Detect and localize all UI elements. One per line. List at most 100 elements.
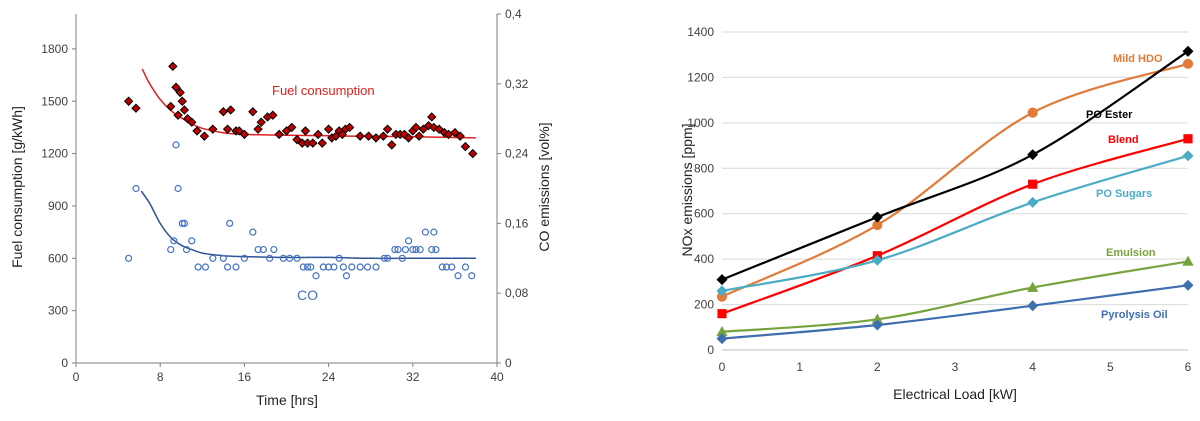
point-po-ester (716, 274, 728, 286)
chart-right-ylabel: NOx emissions [ppm] (679, 123, 695, 256)
x-tick-label: 4 (1029, 360, 1036, 374)
point-po-sugars (871, 254, 883, 266)
fuel-consumption-point (411, 122, 421, 133)
fuel-consumption-point (418, 124, 429, 134)
co-point (178, 219, 186, 227)
co-point (249, 228, 257, 236)
co-point (307, 263, 315, 271)
fuel-consumption-point (403, 133, 414, 143)
fuel-consumption-point (173, 110, 183, 120)
fuel-consumption-point (166, 101, 176, 112)
series-line-pyrolysis-oil (721, 284, 1189, 340)
fuel-consumption-point (292, 134, 302, 145)
fuel-co-chart: Time [hrs] Fuel consumption [g/kWh] CO e… (9, 7, 552, 408)
fuel-consumption-point (274, 129, 284, 140)
fuel-consumption-point (313, 129, 323, 140)
co-point (254, 245, 262, 254)
x-tick-label: 16 (238, 370, 252, 384)
series-label-emulsion: Emulsion (1106, 247, 1156, 259)
series-line-blend (721, 137, 1189, 315)
co-point (461, 263, 470, 271)
x-tick-label: 40 (490, 370, 504, 384)
co-point (312, 272, 320, 280)
y-tick-label: 1000 (687, 116, 714, 130)
x-tick-label: 6 (1185, 360, 1192, 374)
y-left-tick-label: 1500 (41, 94, 68, 108)
fuel-consumption-point (450, 127, 460, 138)
fuel-consumption-point (222, 124, 233, 134)
co-point (394, 245, 402, 254)
co-point (188, 237, 196, 245)
co-point (167, 245, 175, 254)
co-point (223, 263, 232, 271)
fuel-consumption-point (414, 131, 424, 141)
fuel-consumption-point (460, 141, 471, 152)
co-point (468, 272, 476, 280)
fuel-consumption-point (455, 131, 465, 141)
co-point (330, 263, 338, 271)
y-tick-label: 1200 (687, 70, 714, 84)
co-point (391, 245, 399, 254)
co-point (412, 245, 420, 254)
nox-chart: Electrical Load [kW] NOx emissions [ppm]… (679, 25, 1194, 402)
co-point (174, 184, 182, 193)
y-left-tick-label: 300 (48, 304, 68, 318)
co-point (430, 228, 438, 236)
fuel-consumption-point (131, 103, 141, 113)
point-emulsion (1182, 255, 1194, 266)
co-point (299, 263, 307, 271)
fuel-consumption-point (387, 140, 397, 150)
chart-right-xlabel: Electrical Load [kW] (893, 386, 1017, 402)
point-po-ester (1027, 149, 1039, 161)
series-line-mild-hdo (721, 62, 1189, 298)
fuel-consumption-point (168, 61, 178, 72)
series-label-po-ester: PO Ester (1086, 109, 1133, 121)
series-line-emulsion (721, 260, 1189, 333)
fuel-consumption-point (344, 122, 355, 133)
co-point (401, 245, 410, 254)
y-left-tick-label: 1800 (41, 42, 68, 56)
x-tick-label: 32 (406, 370, 420, 384)
y-tick-label: 1400 (687, 25, 714, 39)
fuel-consumption-point (177, 96, 188, 106)
co-point (240, 254, 248, 262)
co-point (286, 254, 294, 262)
fuel-consumption-point (123, 96, 134, 106)
y-right-tick-label: 0,32 (505, 77, 529, 91)
co-point (342, 272, 351, 280)
series-line-po-sugars (721, 154, 1189, 292)
series-label-blend: Blend (1108, 134, 1139, 146)
co-point (416, 245, 424, 254)
co-point (398, 254, 406, 262)
co-point (404, 237, 413, 245)
fuel-consumption-point (256, 117, 266, 127)
co-trend-curve (140, 190, 476, 260)
co-point (132, 184, 140, 193)
y-tick-label: 400 (694, 252, 714, 266)
fuel-consumption-point (226, 105, 236, 115)
fuel-consumption-point (239, 129, 250, 140)
co-point (356, 263, 364, 271)
point-blend (1183, 134, 1193, 144)
x-tick-label: 24 (322, 370, 336, 384)
co-point (172, 141, 180, 149)
fuel-consumption-point (355, 131, 365, 141)
co-point (226, 219, 234, 227)
co-point (380, 254, 388, 262)
y-right-tick-label: 0,4 (505, 7, 522, 21)
fuel-consumption-point (427, 112, 437, 122)
y-right-tick-label: 0 (505, 356, 512, 370)
chart-left-xlabel: Time [hrs] (256, 392, 318, 408)
point-blend (1028, 179, 1038, 189)
co-point (303, 263, 312, 271)
co-point (201, 263, 210, 271)
y-tick-label: 0 (707, 343, 714, 357)
co-point (339, 263, 347, 271)
co-point (180, 219, 189, 227)
fuel-consumption-point (171, 82, 181, 92)
fuel-consumption-point (268, 110, 278, 120)
series-label-mild-hdo: Mild HDO (1113, 53, 1163, 65)
co-point (454, 272, 462, 280)
co-point (348, 263, 356, 271)
co-point (409, 245, 417, 254)
